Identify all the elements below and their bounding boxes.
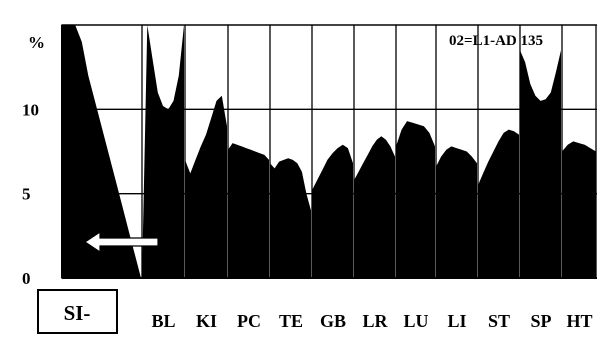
- y-axis-label: %: [28, 33, 45, 52]
- highlight-box: SI-: [37, 289, 118, 334]
- bar-pc: [228, 143, 269, 278]
- bar-bl: [142, 25, 184, 278]
- x-tick-label: LR: [362, 311, 388, 331]
- x-tick-label: SP: [530, 311, 551, 331]
- bar-te: [270, 158, 311, 278]
- bar-ht: [562, 141, 596, 278]
- x-tick-label: KI: [196, 311, 217, 331]
- bar-gb: [312, 144, 353, 278]
- x-tick-labels: BL KI PC TE GB LR LU LI ST SP HT: [151, 311, 592, 331]
- chart-annotation: 02=L1-AD 135: [449, 33, 543, 49]
- bar-st: [478, 129, 519, 278]
- x-tick-label: ST: [488, 311, 510, 331]
- bar-lu: [396, 121, 435, 278]
- x-tick-label: BL: [151, 311, 175, 331]
- left-arrow-icon: [83, 230, 159, 254]
- bar-sp: [520, 50, 561, 278]
- bar-si: [62, 25, 141, 278]
- x-tick-label: PC: [237, 311, 261, 331]
- x-tick-label: TE: [279, 311, 303, 331]
- bar-li: [436, 146, 477, 278]
- y-tick-label: 5: [22, 185, 31, 204]
- area-bars: [62, 25, 596, 278]
- x-tick-label: LU: [403, 311, 428, 331]
- gridlines: [61, 24, 597, 279]
- bar-lr: [354, 136, 395, 278]
- bar-ki: [185, 95, 227, 278]
- y-tick-label: 10: [22, 100, 39, 119]
- highlight-label: SI-: [64, 301, 91, 325]
- x-tick-label: HT: [566, 311, 592, 331]
- y-tick-labels: 0 5 10: [22, 100, 39, 288]
- x-tick-label: LI: [447, 311, 466, 331]
- y-tick-label: 0: [22, 269, 31, 288]
- axes: [61, 25, 597, 279]
- x-tick-label: GB: [320, 311, 346, 331]
